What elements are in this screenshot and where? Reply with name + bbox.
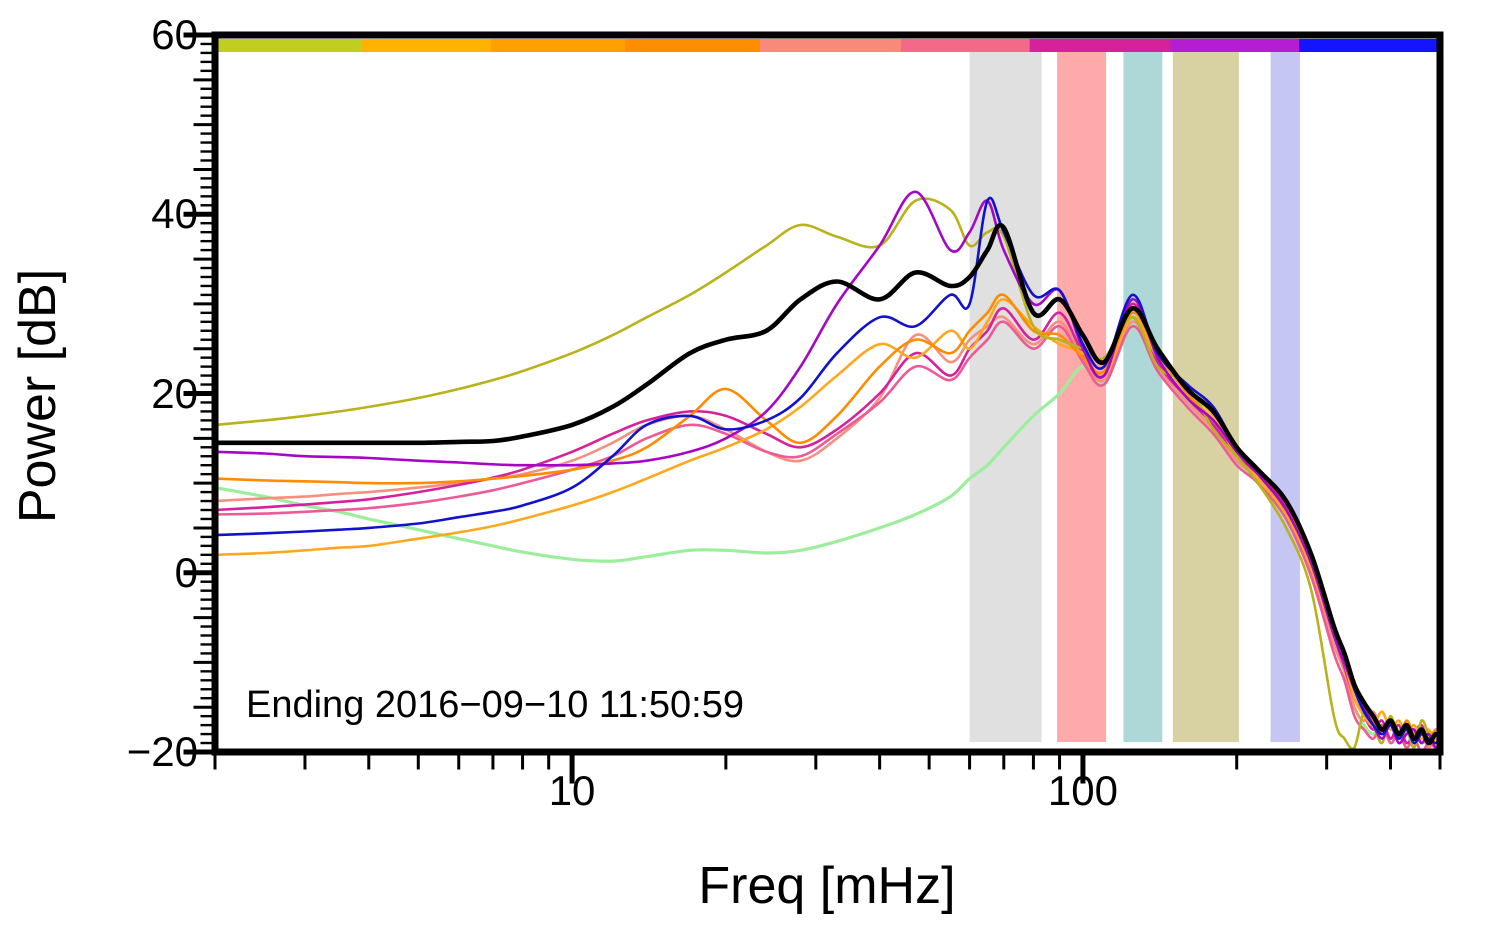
x-tick-label: 10: [548, 767, 596, 814]
colorbar-segment: [1029, 39, 1172, 52]
frequency-band: [1123, 52, 1163, 742]
x-tick-label: 100: [1047, 767, 1118, 814]
series-mean-black: [215, 223, 1440, 746]
colorbar-segment: [901, 39, 1031, 52]
y-tick-label: 60: [151, 11, 198, 58]
series-pink: [215, 320, 1440, 752]
plot-frame: [211, 31, 1444, 756]
series-blue: [215, 196, 1440, 745]
y-tick-label: 20: [151, 369, 198, 417]
colorbar-segment: [1299, 39, 1441, 52]
colorbar-segment: [490, 39, 627, 52]
series-olive: [215, 197, 1440, 751]
y-tick-label: 0: [174, 548, 198, 596]
series-orange: [215, 293, 1440, 740]
series-salmon: [215, 315, 1440, 749]
y-tick-label: −20: [126, 728, 198, 775]
frequency-band: [969, 52, 1042, 742]
series-magenta: [215, 302, 1440, 745]
series-group: [215, 190, 1440, 752]
x-axis-title: Freq [mHz]: [698, 857, 956, 915]
colorbar-segment: [215, 39, 363, 52]
colorbar-segment: [362, 39, 492, 52]
series-orange-light: [215, 298, 1440, 745]
colorbar-segment: [1170, 39, 1301, 52]
y-tick-label: 40: [151, 190, 198, 238]
frequency-band: [1057, 52, 1107, 742]
frequency-band: [1270, 52, 1300, 742]
colorbar-segment: [760, 39, 902, 52]
ending-time-annotation: Ending 2016−09−10 11:50:59: [246, 684, 744, 726]
colorbar-segment: [625, 39, 762, 52]
